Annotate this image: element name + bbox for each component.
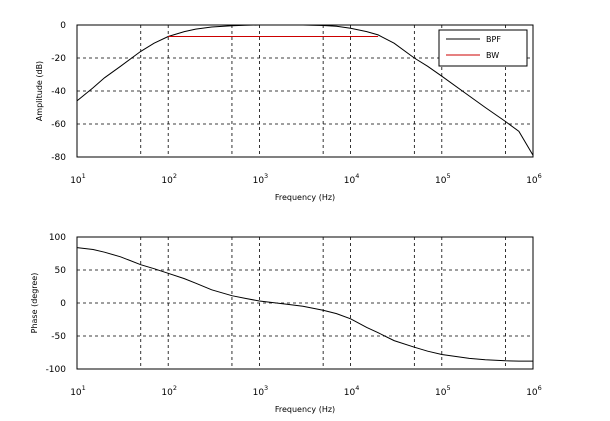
legend-bw-label: BW <box>486 51 499 60</box>
phase-x-tick-label: 103 <box>253 384 269 398</box>
phase-y-tick-label: -100 <box>46 365 67 375</box>
amplitude-x-tick-label: 103 <box>253 172 269 186</box>
phase-x-axis-label: Frequency (Hz) <box>275 405 335 414</box>
amplitude-y-tick-label: -60 <box>51 120 66 130</box>
phase-series-layer <box>76 247 533 362</box>
amplitude-x-axis-label: Frequency (Hz) <box>275 193 335 202</box>
phase-y-tick-label: 50 <box>55 266 67 276</box>
amplitude-panel: 101 102 103 104 105 106 0 -20 -40 -60 -80 Frequen… <box>35 21 542 202</box>
amplitude-y-tick-label: -80 <box>51 153 66 163</box>
amplitude-x-tick-label: 101 <box>70 172 86 186</box>
amplitude-y-tick-label: 0 <box>60 21 66 31</box>
phase-grid <box>77 237 533 369</box>
legend-bpf-label: BPF <box>486 35 501 44</box>
phase-plot-frame <box>76 236 534 370</box>
phase-x-tick-labels: 101 102 103 104 105 106 <box>70 384 542 398</box>
legend-box <box>438 29 528 67</box>
amplitude-y-tick-labels: 0 -20 -40 -60 -80 <box>51 21 66 163</box>
legend: BPF BW <box>438 29 528 67</box>
phase-x-tick-label: 102 <box>161 384 177 398</box>
amplitude-y-tick-label: -40 <box>51 87 66 97</box>
phase-panel: 101 102 103 104 105 106 100 50 0 -50 -100 Frequen… <box>30 233 542 414</box>
amplitude-x-tick-labels: 101 102 103 104 105 106 <box>70 172 542 186</box>
series-phase-line <box>76 247 533 362</box>
phase-y-tick-labels: 100 50 0 -50 -100 <box>46 233 67 375</box>
amplitude-plot-frame <box>76 24 534 158</box>
amplitude-grid <box>77 25 533 157</box>
phase-x-tick-label: 105 <box>435 384 451 398</box>
amplitude-x-tick-label: 105 <box>435 172 451 186</box>
amplitude-x-tick-label: 106 <box>526 172 542 186</box>
amplitude-y-tick-label: -20 <box>51 54 66 64</box>
phase-x-tick-label: 106 <box>526 384 542 398</box>
amplitude-x-tick-label: 104 <box>344 172 360 186</box>
phase-y-tick-label: 100 <box>49 233 66 243</box>
amplitude-y-axis-label: Amplitude (dB) <box>35 61 44 121</box>
phase-y-tick-label: 0 <box>60 299 66 309</box>
amplitude-x-tick-label: 102 <box>161 172 177 186</box>
phase-x-tick-label: 101 <box>70 384 86 398</box>
phase-y-tick-label: -50 <box>51 332 66 342</box>
phase-x-tick-label: 104 <box>344 384 360 398</box>
phase-y-axis-label: Phase (degree) <box>30 273 39 334</box>
